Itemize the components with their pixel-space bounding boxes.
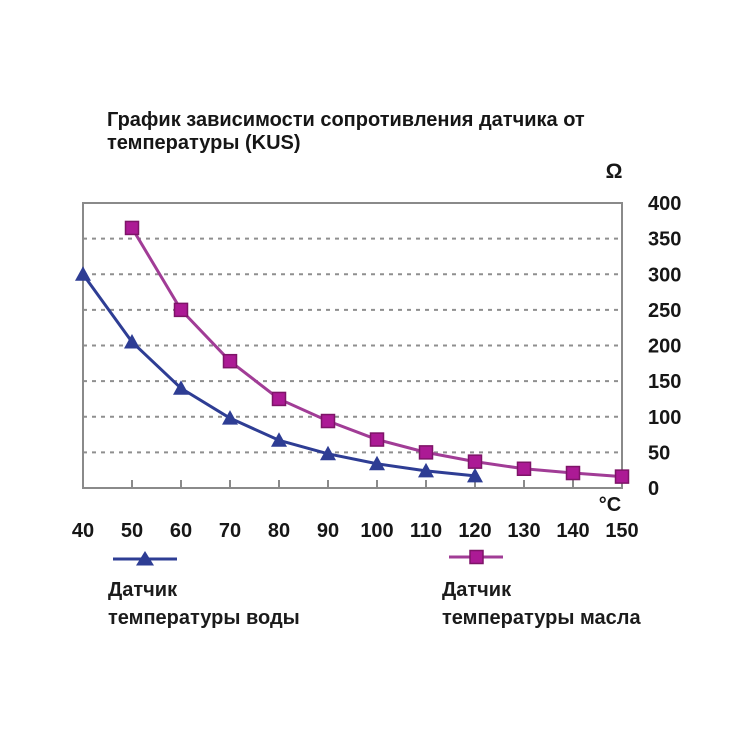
water-temp-sensor-marker-triangle-icon [173,380,189,395]
x-tick-label-140: 140 [556,520,589,542]
y-axis-unit-label: Ω [605,160,623,183]
plot-frame [82,202,623,489]
x-tick-label-60: 60 [170,520,192,542]
x-tick-label-80: 80 [268,520,290,542]
y-tick-label-50: 50 [648,442,670,464]
x-tick-label-110: 110 [410,520,442,542]
x-tick-label-130: 130 [507,520,540,542]
y-tick-label-150: 150 [648,371,681,393]
legend-oil-line1: Датчик [442,579,512,601]
water-temp-sensor-marker-triangle-icon [418,462,434,478]
oil-temp-sensor-marker-square-icon [320,413,336,429]
y-tick-label-100: 100 [648,407,681,429]
chart-title-line2: температуры (KUS) [107,132,301,154]
y-tick-label-0: 0 [648,478,659,500]
legend-oil-line2: температуры масла [442,607,641,629]
water-temp-sensor-marker-triangle-icon [75,266,91,281]
oil-series-legend-marker-icon [449,549,503,565]
series-oil-temp-sensor [124,220,630,484]
y-tick-label-300: 300 [648,264,681,286]
water-temp-sensor-marker-triangle-icon [320,445,336,461]
legend-label-oil-sensor: Датчик температуры масла [442,576,641,632]
oil-temp-sensor-marker-square-icon [222,353,238,369]
y-axis: 0 50 100 150 200 250 300 350 400 [648,193,681,500]
y-tick-label-350: 350 [648,229,681,251]
legend-water-line2: температуры воды [108,607,300,629]
water-temp-sensor-marker-triangle-icon [467,467,483,483]
oil-temp-sensor-marker-square-icon [124,220,140,236]
x-tick-label-40: 40 [72,520,94,542]
oil-temp-sensor-marker-square-icon [614,469,630,484]
x-tick-label-120: 120 [458,520,491,542]
oil-temp-sensor-marker-square-icon [467,454,483,469]
water-legend-triangle-icon [136,551,154,566]
gridlines [83,237,622,454]
x-axis-unit-label: °C [598,494,622,516]
water-temp-sensor-marker-triangle-icon [369,455,385,471]
water-temp-sensor-marker-triangle-icon [124,333,140,349]
x-tick-label-70: 70 [219,520,241,542]
y-tick-label-200: 200 [648,336,681,358]
x-tick-label-50: 50 [121,520,143,542]
legend-water-line1: Датчик [108,579,178,601]
water-series-legend-marker-icon [113,551,177,566]
oil-legend-square-icon [469,549,484,565]
oil-temp-sensor-marker-square-icon [173,302,189,318]
water-temp-sensor-marker-triangle-icon [271,432,287,447]
oil-temp-sensor-marker-square-icon [271,391,287,407]
series-water-temp-sensor [75,266,483,483]
x-axis: 40 50 60 70 80 90 100 110 120 130 140 150 [72,480,639,542]
water-temp-sensor-marker-triangle-icon [222,410,238,425]
x-tick-label-90: 90 [317,520,339,542]
chart-title-line1: График зависимости сопротивления датчика… [107,109,585,131]
x-tick-label-150: 150 [605,520,638,542]
oil-temp-sensor-marker-square-icon [516,461,532,477]
y-tick-label-400: 400 [648,193,681,215]
chart-title: График зависимости сопротивления датчика… [107,109,667,155]
oil-temp-sensor-marker-square-icon [369,432,385,447]
oil-temp-sensor-marker-square-icon [565,465,581,481]
oil-temp-sensor-marker-square-icon [418,445,434,460]
x-tick-label-100: 100 [360,520,393,542]
legend-label-water-sensor: Датчик температуры воды [108,576,300,632]
y-tick-label-250: 250 [648,300,681,322]
